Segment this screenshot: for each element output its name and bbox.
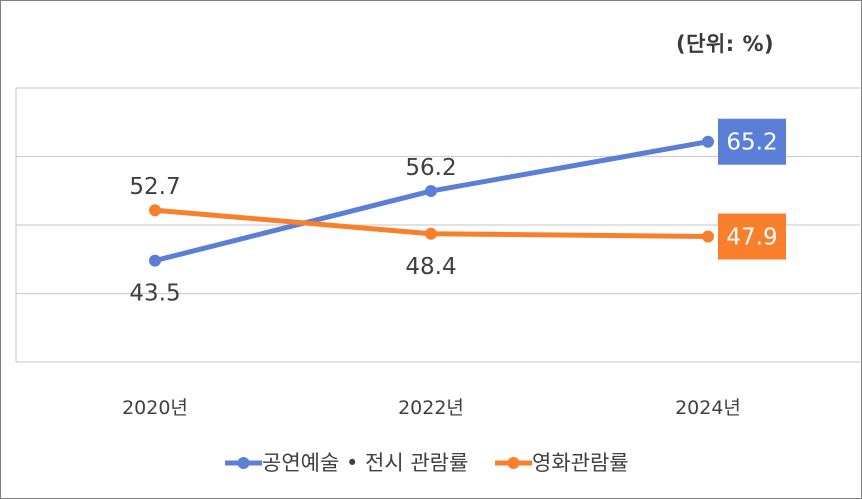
series-0-point-1 [425, 185, 437, 198]
legend-label-1: 영화관람률 [532, 451, 629, 475]
x-tick-labels: 2020년 2022년 2024년 [122, 397, 741, 419]
legend-label-0: 공연예술 • 전시 관람률 [262, 451, 468, 475]
data-label-1-0: 52.7 [129, 174, 180, 200]
data-label-box-1 [718, 213, 786, 260]
series-0-point-0 [149, 254, 161, 267]
series-1-point-1 [425, 227, 437, 240]
series-1-point-2 [702, 230, 714, 243]
legend-marker-0 [237, 457, 250, 469]
data-label-box-0 [718, 118, 786, 165]
data-label-0-1: 56.2 [405, 155, 456, 181]
legend-marker-1 [507, 457, 520, 469]
x-tick-2024년: 2024년 [675, 397, 741, 419]
x-tick-2020년: 2020년 [122, 397, 188, 419]
series-0-point-2 [702, 135, 714, 148]
series-1-point-0 [149, 204, 161, 217]
data-label-0-0: 43.5 [129, 281, 180, 307]
x-tick-2022년: 2022년 [398, 397, 464, 419]
legend: 공연예술 • 전시 관람률 영화관람률 [225, 451, 629, 475]
series-lines [149, 135, 714, 267]
data-label-0-2: 65.2 [726, 130, 777, 156]
unit-label: (단위: %) [676, 32, 775, 56]
data-labels: 43.5 56.2 52.7 48.4 65.2 47.9 [129, 118, 786, 307]
data-label-1-2: 47.9 [726, 225, 777, 251]
data-label-1-1: 48.4 [405, 254, 456, 280]
